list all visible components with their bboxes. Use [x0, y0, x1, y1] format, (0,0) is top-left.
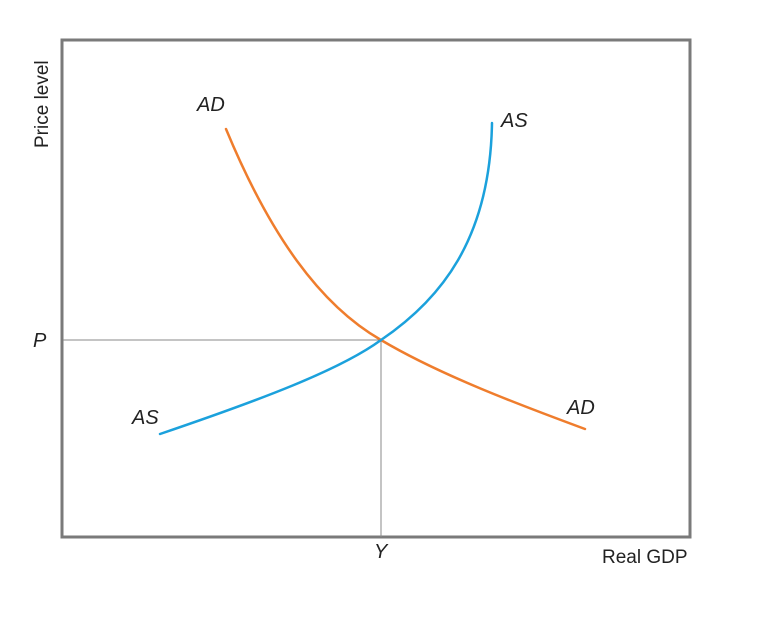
price-marker: P	[33, 330, 47, 352]
plot-frame	[60, 38, 692, 539]
output-marker: Y	[374, 541, 389, 563]
ad-curve	[224, 127, 587, 431]
as-label-bottom: AS	[131, 407, 159, 429]
x-axis-title: Real GDP	[602, 547, 688, 568]
y-axis-title: Price level	[32, 60, 53, 148]
ad-label-bottom: AD	[566, 397, 595, 419]
as-curve	[158, 121, 494, 436]
as-label-top: AS	[500, 110, 528, 132]
ad-label-top: AD	[196, 94, 225, 116]
